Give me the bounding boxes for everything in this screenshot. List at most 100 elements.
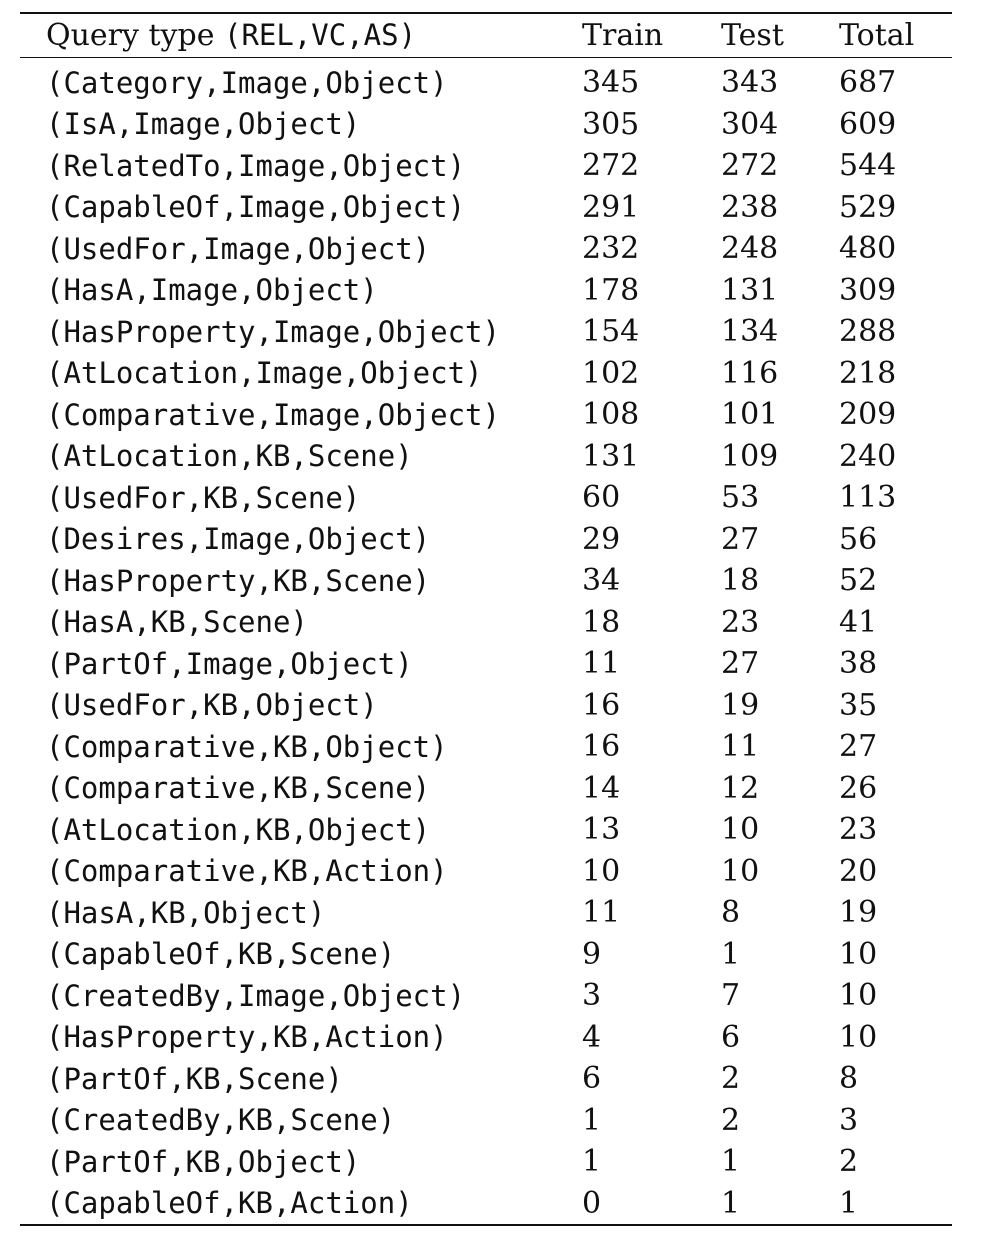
query-type-cell: (Comparative,KB,Scene)	[46, 771, 431, 806]
train-count-cell: 232	[582, 231, 640, 267]
train-count-cell: 34	[582, 563, 621, 599]
train-count-cell: 272	[582, 148, 640, 184]
query-type-cell: (AtLocation,KB,Object)	[46, 812, 431, 847]
train-count-cell: 178	[582, 272, 640, 308]
test-count-cell: 18	[721, 563, 760, 599]
query-type-cell: (RelatedTo,Image,Object)	[46, 148, 466, 183]
total-count-cell: 35	[839, 687, 878, 723]
table-row: (Comparative,KB,Scene) 14 12 26	[20, 768, 952, 810]
query-type-cell: (Category,Image,Object)	[46, 65, 448, 100]
train-count-cell: 13	[582, 812, 621, 848]
table-row: (AtLocation,KB,Scene) 131 109 240	[20, 436, 952, 478]
table-row: (RelatedTo,Image,Object) 272 272 544	[20, 145, 952, 187]
train-count-cell: 3	[582, 978, 602, 1014]
test-count-cell: 27	[721, 521, 760, 557]
train-count-cell: 60	[582, 480, 621, 516]
test-count-cell: 101	[721, 397, 779, 433]
train-count-cell: 4	[582, 1019, 602, 1055]
query-type-cell: (Comparative,KB,Action)	[46, 854, 448, 889]
total-count-cell: 56	[839, 521, 878, 557]
query-type-table: Query type (REL,VC,AS) Train Test Total …	[20, 12, 952, 1226]
table-row: (AtLocation,Image,Object) 102 116 218	[20, 353, 952, 395]
total-count-cell: 1	[839, 1185, 859, 1221]
query-type-cell: (CapableOf,KB,Scene)	[46, 937, 396, 972]
train-count-cell: 6	[582, 1061, 602, 1097]
test-count-cell: 134	[721, 314, 779, 350]
header-row: Query type (REL,VC,AS) Train Test Total	[20, 13, 952, 58]
train-count-cell: 345	[582, 65, 640, 101]
train-count-cell: 1	[582, 1144, 602, 1180]
table-row: (PartOf,Image,Object) 11 27 38	[20, 643, 952, 685]
table-row: (PartOf,KB,Scene) 6 2 8	[20, 1058, 952, 1100]
query-type-cell: (UsedFor,KB,Scene)	[46, 480, 361, 515]
test-count-cell: 2	[721, 1102, 741, 1138]
test-count-cell: 7	[721, 978, 741, 1014]
table-row: (PartOf,KB,Object) 1 1 2	[20, 1141, 952, 1183]
table-row: (Comparative,KB,Action) 10 10 20	[20, 851, 952, 893]
train-count-cell: 154	[582, 314, 640, 350]
test-count-cell: 19	[721, 687, 760, 723]
test-count-cell: 1	[721, 936, 741, 972]
test-count-cell: 109	[721, 438, 779, 474]
test-count-cell: 1	[721, 1185, 741, 1221]
table-row: (HasProperty,KB,Scene) 34 18 52	[20, 560, 952, 602]
total-count-cell: 209	[839, 397, 897, 433]
total-count-cell: 288	[839, 314, 897, 350]
query-type-cell: (HasA,KB,Scene)	[46, 605, 308, 640]
header-test: Test	[721, 18, 784, 53]
total-count-cell: 10	[839, 1019, 878, 1055]
table-row: (Comparative,Image,Object) 108 101 209	[20, 394, 952, 436]
total-count-cell: 38	[839, 646, 878, 682]
train-count-cell: 131	[582, 438, 640, 474]
query-type-cell: (HasA,Image,Object)	[46, 273, 378, 308]
test-count-cell: 248	[721, 231, 779, 267]
table-row: (CapableOf,KB,Action) 0 1 1	[20, 1183, 952, 1225]
train-count-cell: 14	[582, 770, 621, 806]
test-count-cell: 304	[721, 106, 779, 142]
query-type-cell: (HasProperty,Image,Object)	[46, 314, 500, 349]
test-count-cell: 53	[721, 480, 760, 516]
table-row: (Desires,Image,Object) 29 27 56	[20, 519, 952, 561]
total-count-cell: 41	[839, 604, 878, 640]
query-type-cell: (PartOf,KB,Scene)	[46, 1061, 343, 1096]
table-row: (CreatedBy,Image,Object) 3 7 10	[20, 975, 952, 1017]
table-row: (HasA,Image,Object) 178 131 309	[20, 270, 952, 312]
table-row: (CreatedBy,KB,Scene) 1 2 3	[20, 1100, 952, 1142]
query-type-cell: (CapableOf,KB,Action)	[46, 1186, 413, 1221]
total-count-cell: 2	[839, 1144, 859, 1180]
test-count-cell: 10	[721, 812, 760, 848]
test-count-cell: 23	[721, 604, 760, 640]
query-type-cell: (CreatedBy,Image,Object)	[46, 978, 466, 1013]
total-count-cell: 218	[839, 355, 897, 391]
total-count-cell: 19	[839, 895, 878, 931]
table-header: Query type (REL,VC,AS) Train Test Total	[20, 13, 952, 58]
table-row: (Comparative,KB,Object) 16 11 27	[20, 726, 952, 768]
query-type-cell: (UsedFor,Image,Object)	[46, 231, 431, 266]
train-count-cell: 0	[582, 1185, 602, 1221]
train-count-cell: 1	[582, 1102, 602, 1138]
train-count-cell: 18	[582, 604, 621, 640]
test-count-cell: 272	[721, 148, 779, 184]
header-query-suffix: (REL,VC,AS)	[224, 18, 417, 52]
train-count-cell: 10	[582, 853, 621, 889]
train-count-cell: 291	[582, 189, 640, 225]
query-type-cell: (UsedFor,KB,Object)	[46, 688, 378, 723]
query-type-cell: (HasProperty,KB,Scene)	[46, 563, 431, 598]
query-type-cell: (AtLocation,Image,Object)	[46, 356, 483, 391]
train-count-cell: 108	[582, 397, 640, 433]
total-count-cell: 544	[839, 148, 897, 184]
total-count-cell: 480	[839, 231, 897, 267]
table-row: (UsedFor,Image,Object) 232 248 480	[20, 228, 952, 270]
query-type-cell: (Comparative,Image,Object)	[46, 397, 500, 432]
table-row: (CapableOf,KB,Scene) 9 1 10	[20, 934, 952, 976]
query-type-cell: (AtLocation,KB,Scene)	[46, 439, 413, 474]
train-count-cell: 16	[582, 729, 621, 765]
test-count-cell: 116	[721, 355, 779, 391]
query-type-cell: (PartOf,Image,Object)	[46, 646, 413, 681]
total-count-cell: 8	[839, 1061, 859, 1097]
total-count-cell: 113	[839, 480, 897, 516]
test-count-cell: 343	[721, 65, 779, 101]
query-type-cell: (IsA,Image,Object)	[46, 107, 361, 142]
query-type-cell: (HasProperty,KB,Action)	[46, 1020, 448, 1055]
test-count-cell: 6	[721, 1019, 741, 1055]
